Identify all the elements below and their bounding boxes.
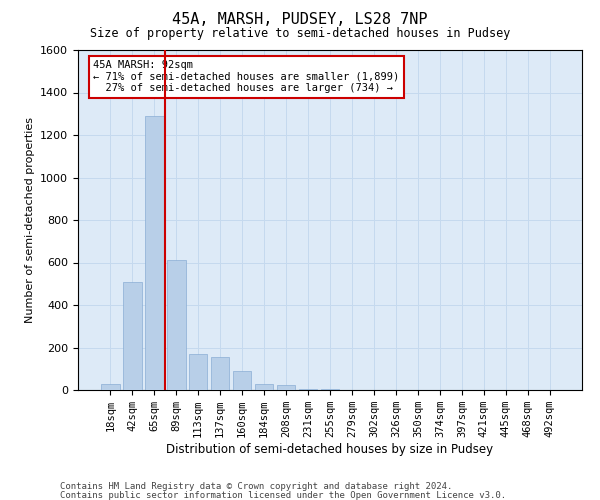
Bar — [189, 354, 208, 390]
Bar — [101, 384, 119, 390]
Y-axis label: Number of semi-detached properties: Number of semi-detached properties — [25, 117, 35, 323]
Text: 45A, MARSH, PUDSEY, LS28 7NP: 45A, MARSH, PUDSEY, LS28 7NP — [172, 12, 428, 28]
Bar — [123, 282, 142, 390]
Text: Size of property relative to semi-detached houses in Pudsey: Size of property relative to semi-detach… — [90, 28, 510, 40]
X-axis label: Distribution of semi-detached houses by size in Pudsey: Distribution of semi-detached houses by … — [166, 443, 494, 456]
Bar — [167, 260, 185, 390]
Text: Contains public sector information licensed under the Open Government Licence v3: Contains public sector information licen… — [60, 490, 506, 500]
Bar — [277, 384, 295, 390]
Bar — [145, 116, 164, 390]
Bar — [255, 384, 274, 390]
Text: 45A MARSH: 92sqm
← 71% of semi-detached houses are smaller (1,899)
  27% of semi: 45A MARSH: 92sqm ← 71% of semi-detached … — [93, 60, 400, 94]
Bar — [211, 357, 229, 390]
Bar — [299, 389, 317, 390]
Bar — [233, 371, 251, 390]
Text: Contains HM Land Registry data © Crown copyright and database right 2024.: Contains HM Land Registry data © Crown c… — [60, 482, 452, 491]
